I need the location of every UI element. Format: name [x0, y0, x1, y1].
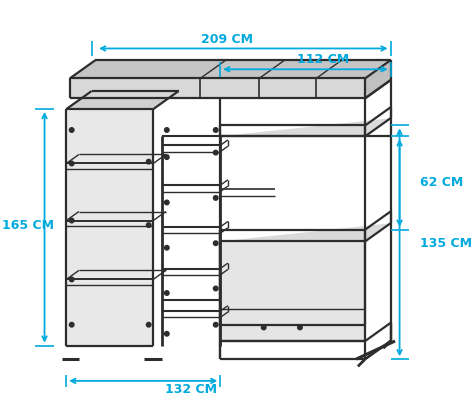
Polygon shape	[220, 118, 391, 136]
Polygon shape	[70, 78, 365, 98]
Circle shape	[213, 241, 218, 246]
Circle shape	[164, 246, 169, 250]
Circle shape	[164, 291, 169, 295]
Text: 132 CM: 132 CM	[165, 383, 217, 397]
Polygon shape	[220, 241, 365, 341]
Circle shape	[146, 223, 151, 227]
Text: 62 CM: 62 CM	[419, 176, 463, 189]
Circle shape	[146, 322, 151, 327]
Text: 112 CM: 112 CM	[297, 53, 349, 66]
Circle shape	[213, 322, 218, 327]
Circle shape	[164, 155, 169, 159]
Circle shape	[69, 161, 74, 166]
Circle shape	[164, 332, 169, 336]
Circle shape	[213, 286, 218, 291]
Text: 209 CM: 209 CM	[201, 33, 254, 46]
Circle shape	[213, 196, 218, 200]
Circle shape	[262, 325, 266, 330]
Circle shape	[298, 325, 302, 330]
Circle shape	[213, 151, 218, 155]
Circle shape	[69, 218, 74, 223]
Polygon shape	[66, 91, 179, 109]
Polygon shape	[365, 60, 391, 98]
Circle shape	[164, 200, 169, 205]
Polygon shape	[66, 109, 153, 346]
Circle shape	[213, 128, 218, 132]
Text: 135 CM: 135 CM	[419, 237, 472, 250]
Polygon shape	[70, 60, 391, 78]
Polygon shape	[220, 223, 391, 241]
Circle shape	[69, 322, 74, 327]
Circle shape	[69, 128, 74, 132]
Circle shape	[69, 277, 74, 282]
Circle shape	[164, 128, 169, 132]
Text: 165 CM: 165 CM	[2, 219, 54, 231]
Circle shape	[146, 159, 151, 164]
